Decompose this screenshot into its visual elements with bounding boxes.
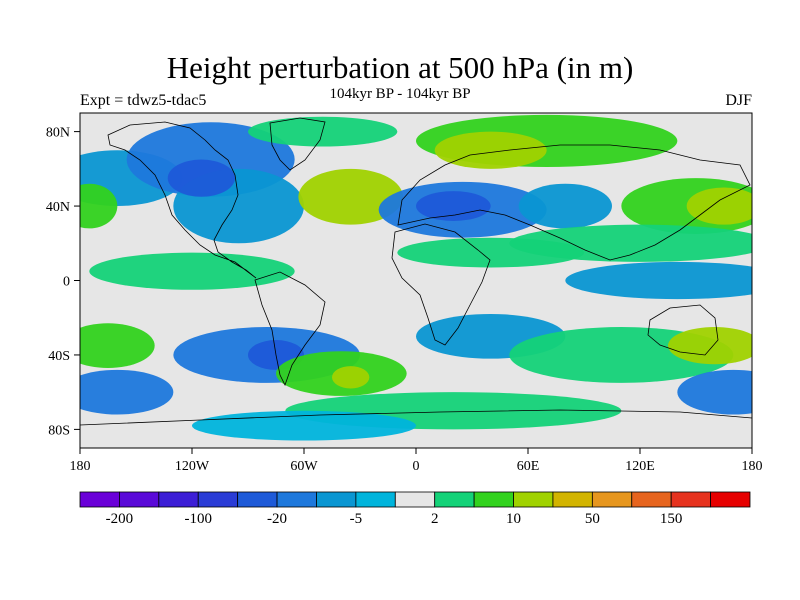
map-area	[80, 113, 752, 448]
field-contour-10	[434, 131, 547, 169]
height-perturbation-field	[80, 114, 752, 441]
experiment-label: Expt = tdwz5-tdac5	[80, 92, 207, 109]
field-contour-8	[518, 183, 612, 229]
colorbar-box	[710, 491, 751, 508]
colorbar-box	[473, 491, 514, 508]
colorbar-label: -200	[106, 511, 134, 527]
x-axis: 180 120W 60W 0 60E 120E 180	[70, 448, 763, 474]
colorbar-box	[316, 491, 357, 508]
field-contour-16	[565, 261, 752, 300]
field-contour-25	[80, 323, 155, 368]
y-tick-label: 80S	[48, 423, 70, 438]
colorbar-label: 2	[431, 511, 439, 527]
colorbar-label: 150	[660, 511, 683, 527]
y-tick-label: 40N	[46, 200, 70, 215]
colorbar-box	[276, 491, 317, 508]
field-contour-13	[80, 183, 118, 229]
x-tick-label: 180	[742, 459, 763, 474]
coastlines	[80, 117, 752, 426]
colorbar-label: -5	[350, 511, 363, 527]
y-tick-label: 40S	[48, 349, 70, 364]
colorbar-label: 50	[585, 511, 600, 527]
x-tick-label: 60W	[290, 459, 318, 474]
colorbar-box	[631, 491, 672, 508]
colorbar-box	[552, 491, 593, 508]
colorbar-box	[237, 491, 278, 508]
x-tick-label: 180	[70, 459, 91, 474]
colorbar-box	[434, 491, 475, 508]
plot-title: Height perturbation at 500 hPa (in m)	[166, 50, 634, 85]
plot-subtitle: 104kyr BP - 104kyr BP	[329, 86, 471, 102]
colorbar: -200 -100 -20 -5 2 10 50 150	[79, 491, 751, 527]
field-contour-29	[192, 410, 416, 441]
colorbar-box	[79, 491, 120, 508]
colorbar-box	[197, 491, 239, 508]
y-axis: 80N 40N 0 40S 80S	[46, 126, 80, 438]
colorbar-label: 10	[506, 511, 521, 527]
field-contour-7	[416, 191, 491, 221]
field-contour-26	[80, 369, 174, 415]
y-tick-label: 80N	[46, 126, 70, 141]
x-tick-label: 120E	[625, 459, 655, 474]
x-tick-label: 60E	[517, 459, 540, 474]
colorbar-box	[119, 491, 160, 508]
colorbar-box	[394, 491, 436, 508]
colorbar-box	[513, 491, 554, 508]
colorbar-box	[158, 491, 199, 508]
colorbar-label: -100	[184, 511, 212, 527]
field-contour-15	[397, 237, 584, 268]
colorbar-box	[591, 491, 633, 508]
x-tick-label: 0	[413, 459, 420, 474]
field-contour-24	[668, 327, 752, 365]
field-contour-17	[89, 252, 295, 290]
x-tick-label: 120W	[175, 459, 210, 474]
field-contour-5	[298, 168, 403, 225]
colorbar-label: -20	[267, 511, 287, 527]
colorbar-box	[355, 491, 396, 508]
field-contour-21	[332, 366, 370, 389]
field-contour-27	[677, 369, 752, 415]
colorbar-box	[670, 491, 711, 508]
y-tick-label: 0	[63, 275, 70, 290]
field-contour-3	[167, 159, 235, 197]
field-contour-12	[686, 187, 752, 225]
season-label: DJF	[725, 92, 752, 109]
